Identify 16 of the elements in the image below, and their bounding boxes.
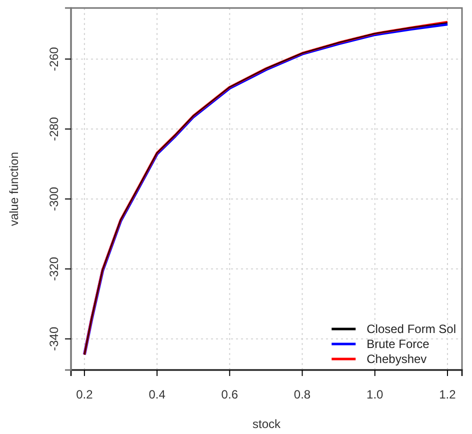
x-tick-label: 0.4: [148, 388, 166, 402]
x-tick-label: 0.2: [76, 388, 94, 402]
legend-label: Brute Force: [366, 337, 430, 352]
y-tick-label: -300: [47, 186, 61, 211]
y-tick-label: -340: [47, 326, 61, 351]
y-tick-label: -280: [47, 116, 61, 142]
x-tick-label: 1.0: [366, 388, 384, 402]
y-axis-title: value function: [7, 152, 21, 226]
x-tick-label: 1.2: [439, 388, 456, 402]
legend-label: Chebyshev: [366, 352, 427, 366]
x-tick-label: 0.6: [221, 388, 238, 402]
y-tick-label: -320: [47, 256, 61, 281]
y-tick-label: -260: [47, 46, 61, 72]
x-axis-title: stock: [252, 417, 282, 431]
x-tick-label: 0.8: [294, 388, 311, 402]
legend-label: Closed Form Sol: [366, 322, 456, 336]
